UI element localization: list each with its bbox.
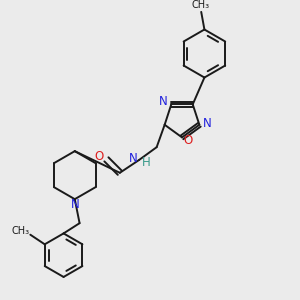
Text: O: O: [95, 150, 104, 163]
Text: CH₃: CH₃: [191, 0, 210, 10]
Text: N: N: [70, 198, 79, 212]
Text: CH₃: CH₃: [12, 226, 30, 236]
Text: H: H: [142, 156, 151, 169]
Text: N: N: [159, 95, 168, 108]
Text: N: N: [129, 152, 138, 165]
Text: N: N: [203, 117, 212, 130]
Text: O: O: [183, 134, 192, 147]
